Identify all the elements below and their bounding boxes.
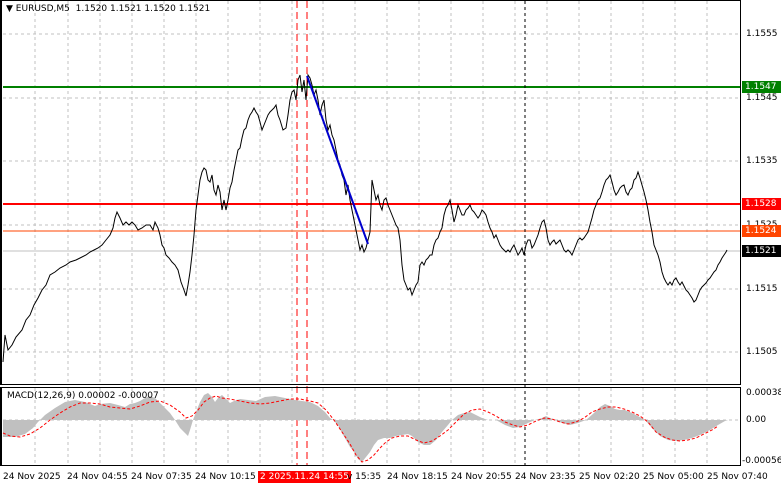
time-label: 24 Nov 07:35 [131,472,192,482]
macd-histogram [3,393,728,462]
triangle-down-icon[interactable]: ▼ [6,4,13,14]
macd-tick: -0.00056 [742,456,781,466]
trendline-blue [306,75,369,245]
time-label: 24 Nov 20:55 [451,472,512,482]
time-label: 24 Nov 2025 [3,472,61,482]
macd-panel[interactable] [0,387,741,466]
macd-tick: 0.00038 [746,388,781,398]
time-tag-label: 2025.11.24 14:55 [268,472,349,482]
price-tick: 1.1535 [746,156,778,166]
price-tick: 1.1515 [746,284,778,294]
crosshair-time-tag: 2 2025.11.24 14:55 [258,471,351,483]
chart-header: ▼ EURUSD,M5 1.1520 1.1521 1.1520 1.1521 [6,4,210,14]
price-tag-red: 1.1528 [742,198,781,210]
time-label: 24 Nov 23:35 [515,472,576,482]
price-tick: 1.1505 [746,347,778,357]
time-label: v 15:35 [347,472,382,482]
main-grid [3,1,740,384]
macd-title: MACD(12,26,9) 0.00002 -0.00007 [7,391,159,401]
time-tag-prefix: 2 [260,472,266,482]
price-tick: 1.1545 [746,93,778,103]
time-label: 25 Nov 05:00 [643,472,704,482]
time-label: 24 Nov 10:15 [195,472,256,482]
time-label: 24 Nov 04:55 [67,472,128,482]
price-line [2,73,728,363]
symbol-timeframe: EURUSD,M5 [15,4,70,14]
price-tag-green: 1.1547 [742,81,781,93]
price-tag-orange: 1.1524 [742,225,781,237]
macd-tick: 0.00 [746,415,767,425]
time-label: 25 Nov 02:20 [579,472,640,482]
macd-signal [2,395,719,463]
price-tag-bid: 1.1521 [742,245,781,257]
time-label: 24 Nov 18:15 [387,472,448,482]
time-label: 25 Nov 07:40 [707,472,768,482]
ohlc-values: 1.1520 1.1521 1.1520 1.1521 [75,4,211,14]
price-tick: 1.1555 [746,29,778,39]
price-chart-panel[interactable] [0,0,741,385]
